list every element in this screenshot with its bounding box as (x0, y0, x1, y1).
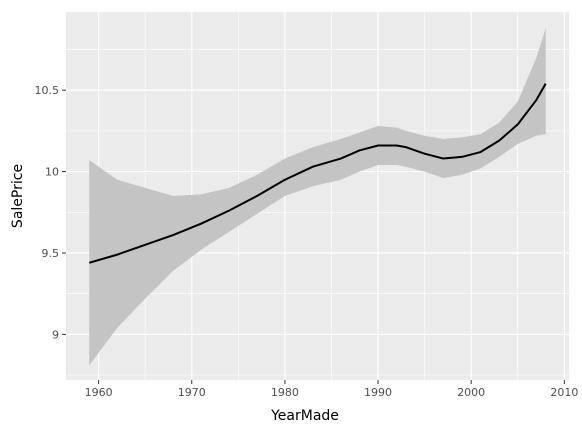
x-tick-label: 2010 (550, 386, 578, 399)
x-tick-label: 1970 (178, 386, 206, 399)
y-axis-ticks: 9 9.5 10 10.5 (35, 84, 66, 341)
x-tick-label: 1960 (85, 386, 113, 399)
y-axis-title: SalePrice (10, 164, 26, 228)
y-tick-label: 9 (52, 328, 59, 341)
y-tick-label: 10.5 (35, 84, 60, 97)
y-tick-label: 10 (45, 166, 59, 179)
y-tick-label: 9.5 (42, 247, 60, 260)
x-tick-label: 1980 (271, 386, 299, 399)
x-axis-title: YearMade (270, 408, 339, 424)
x-axis-ticks: 1960 1970 1980 1990 2000 2010 (85, 380, 578, 399)
x-tick-label: 1990 (364, 386, 392, 399)
x-tick-label: 2000 (457, 386, 485, 399)
confidence-band (89, 28, 546, 366)
trend-line (89, 83, 547, 264)
